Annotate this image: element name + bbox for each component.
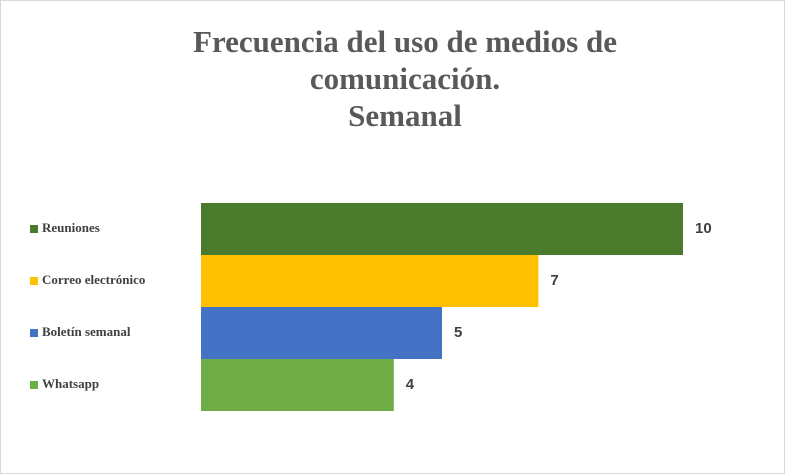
value-label: 5 bbox=[454, 324, 462, 341]
value-label: 4 bbox=[406, 376, 415, 393]
value-label: 10 bbox=[695, 220, 712, 237]
category-label: Reuniones bbox=[42, 220, 100, 235]
category-label: Whatsapp bbox=[42, 376, 99, 391]
bar bbox=[201, 359, 394, 411]
value-label: 7 bbox=[550, 272, 558, 289]
legend-swatch bbox=[30, 329, 38, 337]
category-label: Boletín semanal bbox=[42, 324, 131, 339]
bar bbox=[201, 307, 442, 359]
bar bbox=[201, 203, 683, 255]
chart-title: Frecuencia del uso de medios de bbox=[193, 24, 617, 59]
category-label: Correo electrónico bbox=[42, 272, 145, 287]
chart-title: comunicación. bbox=[310, 61, 500, 96]
legend-swatch bbox=[30, 225, 38, 233]
legend-swatch bbox=[30, 381, 38, 389]
chart-title: Semanal bbox=[348, 98, 462, 133]
legend-swatch bbox=[30, 277, 38, 285]
bar bbox=[201, 255, 539, 307]
